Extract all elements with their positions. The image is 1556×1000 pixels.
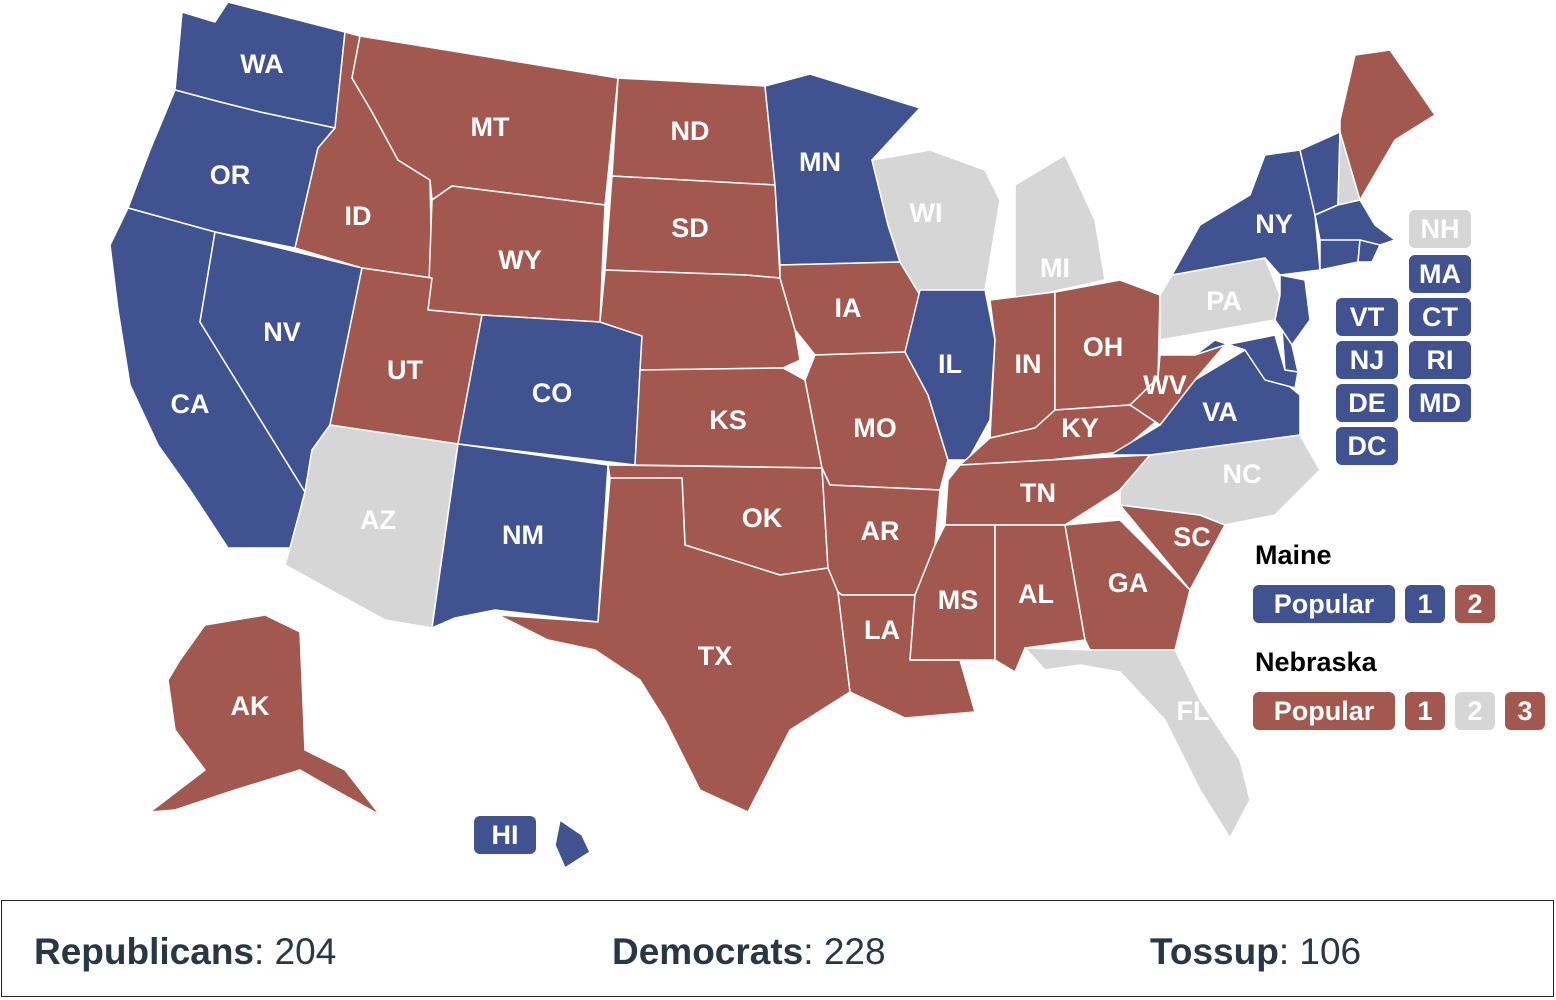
state-ME[interactable] xyxy=(1339,49,1436,201)
state-KS[interactable] xyxy=(634,367,823,469)
maine-popular[interactable]: Popular xyxy=(1253,585,1395,623)
tossup-label: Tossup xyxy=(1150,931,1279,972)
box-CT[interactable]: CT xyxy=(1409,298,1471,336)
state-AZ[interactable] xyxy=(284,424,459,629)
maine-district-1[interactable]: 1 xyxy=(1405,585,1445,623)
tossup-total: Tossup: 106 xyxy=(1150,931,1361,973)
state-NJ[interactable] xyxy=(1274,274,1311,346)
state-NC[interactable] xyxy=(1119,434,1321,526)
nebraska-district-2[interactable]: 2 xyxy=(1455,692,1495,730)
state-AK[interactable] xyxy=(149,614,381,816)
box-RI[interactable]: RI xyxy=(1409,341,1471,379)
state-CO[interactable] xyxy=(457,314,643,466)
us-electoral-map: WAORCANVIDMTWYUTAZCONMNDSDKSOKTXMNIAMOAR… xyxy=(109,1,1436,869)
box-MA[interactable]: MA xyxy=(1409,255,1471,293)
nebraska-popular[interactable]: Popular xyxy=(1253,692,1395,730)
state-IN[interactable] xyxy=(989,291,1056,439)
box-MD[interactable]: MD xyxy=(1409,384,1471,422)
box-VT[interactable]: VT xyxy=(1336,298,1398,336)
state-IA[interactable] xyxy=(779,261,921,356)
republicans-count: : 204 xyxy=(254,931,337,972)
state-TN[interactable] xyxy=(944,454,1151,526)
democrats-count: : 228 xyxy=(803,931,886,972)
totals-bar: Republicans: 204 Democrats: 228 Tossup: … xyxy=(1,900,1554,997)
democrats-total: Democrats: 228 xyxy=(612,931,886,973)
state-SD[interactable] xyxy=(604,175,781,279)
republicans-total: Republicans: 204 xyxy=(34,931,336,973)
state-RI[interactable] xyxy=(1357,239,1381,263)
nebraska-title: Nebraska xyxy=(1255,647,1377,677)
state-NE[interactable] xyxy=(599,269,801,371)
state-NY[interactable] xyxy=(1171,149,1321,276)
maine-district-2[interactable]: 2 xyxy=(1455,585,1495,623)
box-DC[interactable]: DC xyxy=(1336,427,1398,465)
box-DE[interactable]: DE xyxy=(1336,384,1398,422)
state-CT[interactable] xyxy=(1319,239,1361,271)
state-NM[interactable] xyxy=(431,443,609,629)
republicans-label: Republicans xyxy=(34,931,254,972)
state-MI[interactable] xyxy=(1014,154,1106,301)
maine-title: Maine xyxy=(1255,540,1332,570)
state-WY[interactable] xyxy=(427,185,606,323)
nebraska-district-3[interactable]: 3 xyxy=(1505,692,1545,730)
box-NJ[interactable]: NJ xyxy=(1336,341,1398,379)
democrats-label: Democrats xyxy=(612,931,804,972)
state-MT[interactable] xyxy=(351,35,619,206)
state-HI[interactable] xyxy=(554,819,591,869)
state-FL[interactable] xyxy=(1024,647,1251,839)
state-ND[interactable] xyxy=(611,77,776,186)
box-HI[interactable]: HI xyxy=(474,816,536,854)
tossup-count: : 106 xyxy=(1278,931,1362,972)
box-NH[interactable]: NH xyxy=(1409,210,1471,248)
state-MD[interactable] xyxy=(1194,334,1299,389)
nebraska-district-1[interactable]: 1 xyxy=(1405,692,1445,730)
state-TX[interactable] xyxy=(497,477,851,813)
